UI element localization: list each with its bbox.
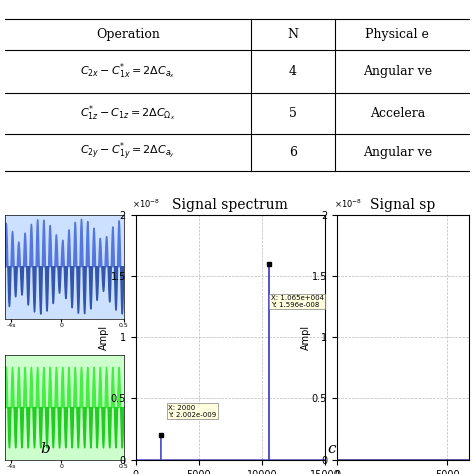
Text: b: b bbox=[40, 442, 50, 456]
Title: Signal sp: Signal sp bbox=[371, 198, 436, 212]
Text: 5: 5 bbox=[289, 107, 297, 119]
Text: Operation: Operation bbox=[96, 28, 160, 41]
Text: Angular ve: Angular ve bbox=[363, 65, 432, 78]
Y-axis label: Ampl: Ampl bbox=[301, 325, 310, 350]
Text: 6: 6 bbox=[289, 146, 297, 159]
Text: $\times10^{-8}$: $\times10^{-8}$ bbox=[334, 197, 362, 210]
Title: Signal spectrum: Signal spectrum bbox=[173, 198, 288, 212]
Text: 4: 4 bbox=[289, 65, 297, 78]
Text: $C_{2y} - C_{1y}^{*} = 2\Delta C_{a_y}$: $C_{2y} - C_{1y}^{*} = 2\Delta C_{a_y}$ bbox=[80, 141, 175, 164]
Text: $C_{1z}^{*} - C_{1z} = 2\Delta C_{\Omega_x}$: $C_{1z}^{*} - C_{1z} = 2\Delta C_{\Omega… bbox=[80, 103, 175, 123]
Text: $C_{2x} - C_{1x}^{*} = 2\Delta C_{a_x}$: $C_{2x} - C_{1x}^{*} = 2\Delta C_{a_x}$ bbox=[80, 62, 175, 81]
Text: X: 2000
Y: 2.002e-009: X: 2000 Y: 2.002e-009 bbox=[168, 405, 217, 418]
Text: c: c bbox=[327, 442, 336, 456]
Text: Physical e: Physical e bbox=[365, 28, 429, 41]
Y-axis label: Ampl: Ampl bbox=[99, 325, 109, 350]
Text: N: N bbox=[287, 28, 298, 41]
Text: Accelera: Accelera bbox=[370, 107, 425, 119]
Text: Angular ve: Angular ve bbox=[363, 146, 432, 159]
Text: $\times10^{-8}$: $\times10^{-8}$ bbox=[132, 197, 160, 210]
Text: X: 1.065e+004
Y: 1.596e-008: X: 1.065e+004 Y: 1.596e-008 bbox=[271, 295, 324, 308]
